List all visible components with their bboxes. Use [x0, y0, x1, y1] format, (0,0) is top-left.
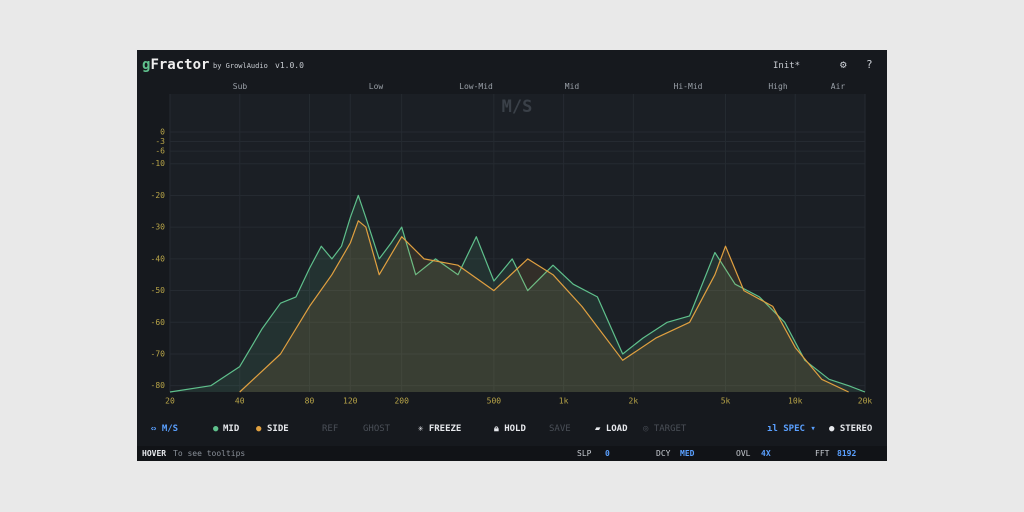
- x-tick-label: 20: [165, 397, 175, 406]
- help[interactable]: ?: [866, 58, 873, 71]
- y-tick-label: -80: [151, 381, 166, 390]
- slp-label: SLP: [577, 449, 592, 458]
- y-tick-label: 0: [160, 128, 165, 137]
- mid-dot: ●: [213, 424, 219, 434]
- hold[interactable]: 🔒︎ HOLD: [494, 424, 526, 434]
- author: by GrowlAudio: [213, 62, 268, 70]
- freeze[interactable]: ✳ FREEZE: [418, 424, 462, 434]
- stereo[interactable]: ● STEREO: [829, 424, 873, 434]
- band-label: Air: [830, 82, 846, 91]
- y-tick-label: -70: [151, 349, 166, 358]
- hover: HOVER: [142, 449, 167, 458]
- spectrum-chart: M/S 0-3-6 -10 -20 -30 -40 -50 -60 -70 -80 20 40 80 1…: [151, 94, 873, 406]
- x-tick-label: 80: [305, 397, 315, 406]
- side-dot: ●: [256, 424, 262, 434]
- version: v1.0.0: [275, 61, 304, 70]
- load-label: LOAD: [605, 424, 628, 434]
- y-tick-label: -50: [151, 286, 166, 295]
- fft[interactable]: 8192: [837, 449, 857, 458]
- mid-toggle[interactable]: MID: [223, 424, 240, 434]
- save[interactable]: SAVE: [549, 424, 571, 434]
- ovl[interactable]: 4X: [761, 449, 771, 458]
- fft-label: FFT: [815, 449, 830, 458]
- band-label: Low-Mid: [459, 82, 493, 91]
- x-tick-label: 20k: [858, 397, 873, 406]
- x-tick-label: 120: [343, 397, 358, 406]
- target[interactable]: ◎ TARGET: [643, 424, 687, 434]
- y-tick-label: -20: [151, 191, 166, 200]
- ovl-label: OVL: [736, 449, 751, 458]
- watermark: M/S: [502, 97, 533, 117]
- x-tick-label: 5k: [721, 397, 731, 406]
- y-tick-label: -60: [151, 318, 166, 327]
- preset[interactable]: Init*: [773, 61, 801, 71]
- x-tick-label: 40: [235, 397, 245, 406]
- freeze-label: FREEZE: [428, 424, 462, 434]
- view: M/S: [161, 424, 179, 434]
- spectrum-area: [239, 220, 849, 392]
- band-label: High: [768, 82, 788, 91]
- status-bar: [137, 446, 887, 461]
- x-tick-label: 200: [394, 397, 409, 406]
- plot-bg: [170, 94, 865, 392]
- brand: gFractor: [142, 57, 210, 73]
- y-tick-label: -10: [151, 159, 166, 168]
- y-tick-label: -30: [151, 223, 166, 232]
- dcy[interactable]: MED: [680, 449, 695, 458]
- spectrum-area: [170, 195, 865, 392]
- x-tick-label: 500: [487, 397, 502, 406]
- y-tick-label: -6: [155, 147, 165, 156]
- y-tick-label: -40: [151, 254, 166, 263]
- settings-icon[interactable]: ⚙: [840, 58, 847, 71]
- side-toggle[interactable]: SIDE: [267, 424, 289, 434]
- spec[interactable]: ıl SPEC ▾: [767, 424, 816, 434]
- spectrum-line: [169, 194, 866, 393]
- ref[interactable]: REF: [322, 424, 339, 434]
- hold-label: HOLD: [504, 424, 526, 434]
- spectrum-line: [239, 220, 849, 393]
- load[interactable]: ▰ LOAD: [595, 424, 628, 434]
- y-tick-label: -3: [155, 137, 165, 146]
- band-label: Sub: [232, 82, 248, 91]
- ghost[interactable]: GHOST: [363, 424, 391, 434]
- target-label: TARGET: [653, 424, 687, 434]
- band-label: Hi-Mid: [673, 82, 703, 91]
- slp[interactable]: 0: [605, 449, 610, 458]
- x-tick-label: 2k: [629, 397, 639, 406]
- band-label: Mid: [564, 82, 580, 91]
- x-tick-label: 10k: [788, 397, 803, 406]
- band-label: Low: [368, 82, 384, 91]
- x-tick-label: 1k: [559, 397, 569, 406]
- dcy-label: DCY: [656, 449, 671, 458]
- hint: To see tooltips: [173, 449, 246, 458]
- view-toggle[interactable]: ⇔ M/S: [151, 424, 179, 434]
- plugin-window: M/S 0 -3 -6 -10 -20 -30 -40 -50 -60 -70 -80 20 40 80 1…: [137, 50, 887, 461]
- spec-label: SPEC: [783, 424, 805, 434]
- stereo-label: STEREO: [839, 424, 873, 434]
